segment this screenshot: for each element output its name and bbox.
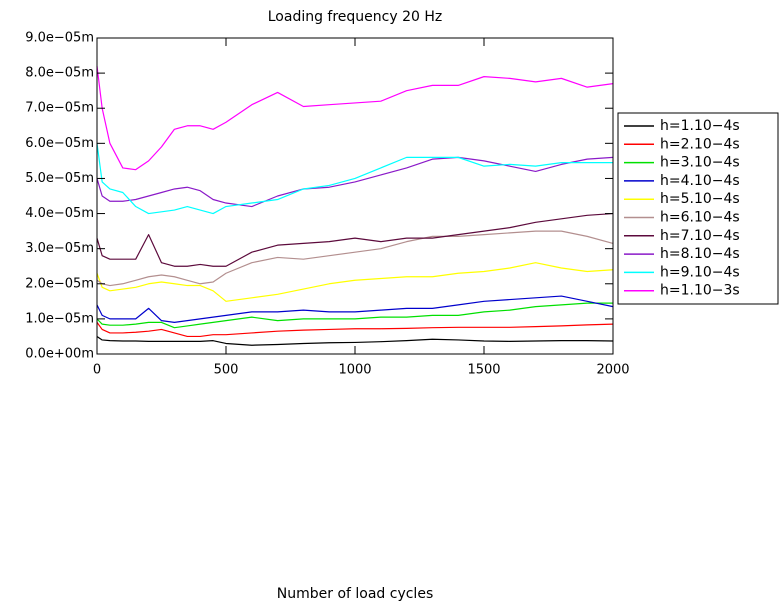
series-line xyxy=(96,322,614,338)
series-line xyxy=(96,230,614,287)
y-tick-label: 8.0e−05m xyxy=(25,66,94,81)
y-tick-label: 7.0e−05m xyxy=(25,101,94,116)
legend-label: h=1.10−4s xyxy=(660,118,740,134)
legend-label: h=7.10−4s xyxy=(660,228,740,244)
series-line xyxy=(96,262,614,302)
legend-label: h=8.10−4s xyxy=(660,246,740,262)
legend-label: h=5.10−4s xyxy=(660,191,740,207)
x-tick-label: 500 xyxy=(214,363,239,378)
x-tick-label: 2000 xyxy=(596,363,629,378)
legend-label: h=1.10−3s xyxy=(660,283,740,299)
legend-label: h=2.10−4s xyxy=(660,136,740,152)
x-tick-label: 0 xyxy=(93,363,101,378)
y-tick-label: 9.0e−05m xyxy=(25,31,94,46)
legend-label: h=4.10−4s xyxy=(660,173,740,189)
y-tick-label: 6.0e−05m xyxy=(25,136,94,151)
legend-label: h=9.10−4s xyxy=(660,264,740,280)
series-line xyxy=(96,156,614,208)
legend-label: h=6.10−4s xyxy=(660,210,740,226)
series-line xyxy=(96,295,614,323)
series-line xyxy=(96,143,613,215)
chart-title: Loading frequency 20 Hz xyxy=(268,9,443,25)
x-axis-label: Number of load cycles xyxy=(277,586,433,602)
x-tick-label: 1500 xyxy=(467,363,500,378)
series-line xyxy=(96,335,614,346)
y-tick-label: 1.0e−05m xyxy=(25,311,94,326)
y-tick-label: 2.0e−05m xyxy=(25,276,94,291)
series-line xyxy=(96,302,613,329)
y-tick-label: 0.0e+00m xyxy=(25,347,94,362)
legend-label: h=3.10−4s xyxy=(660,155,740,171)
y-tick-label: 4.0e−05m xyxy=(25,206,94,221)
y-tick-label: 5.0e−05m xyxy=(25,171,94,186)
series-line xyxy=(96,66,614,171)
x-tick-label: 1000 xyxy=(338,363,371,378)
y-tick-label: 3.0e−05m xyxy=(25,241,94,256)
series-line xyxy=(96,212,614,267)
